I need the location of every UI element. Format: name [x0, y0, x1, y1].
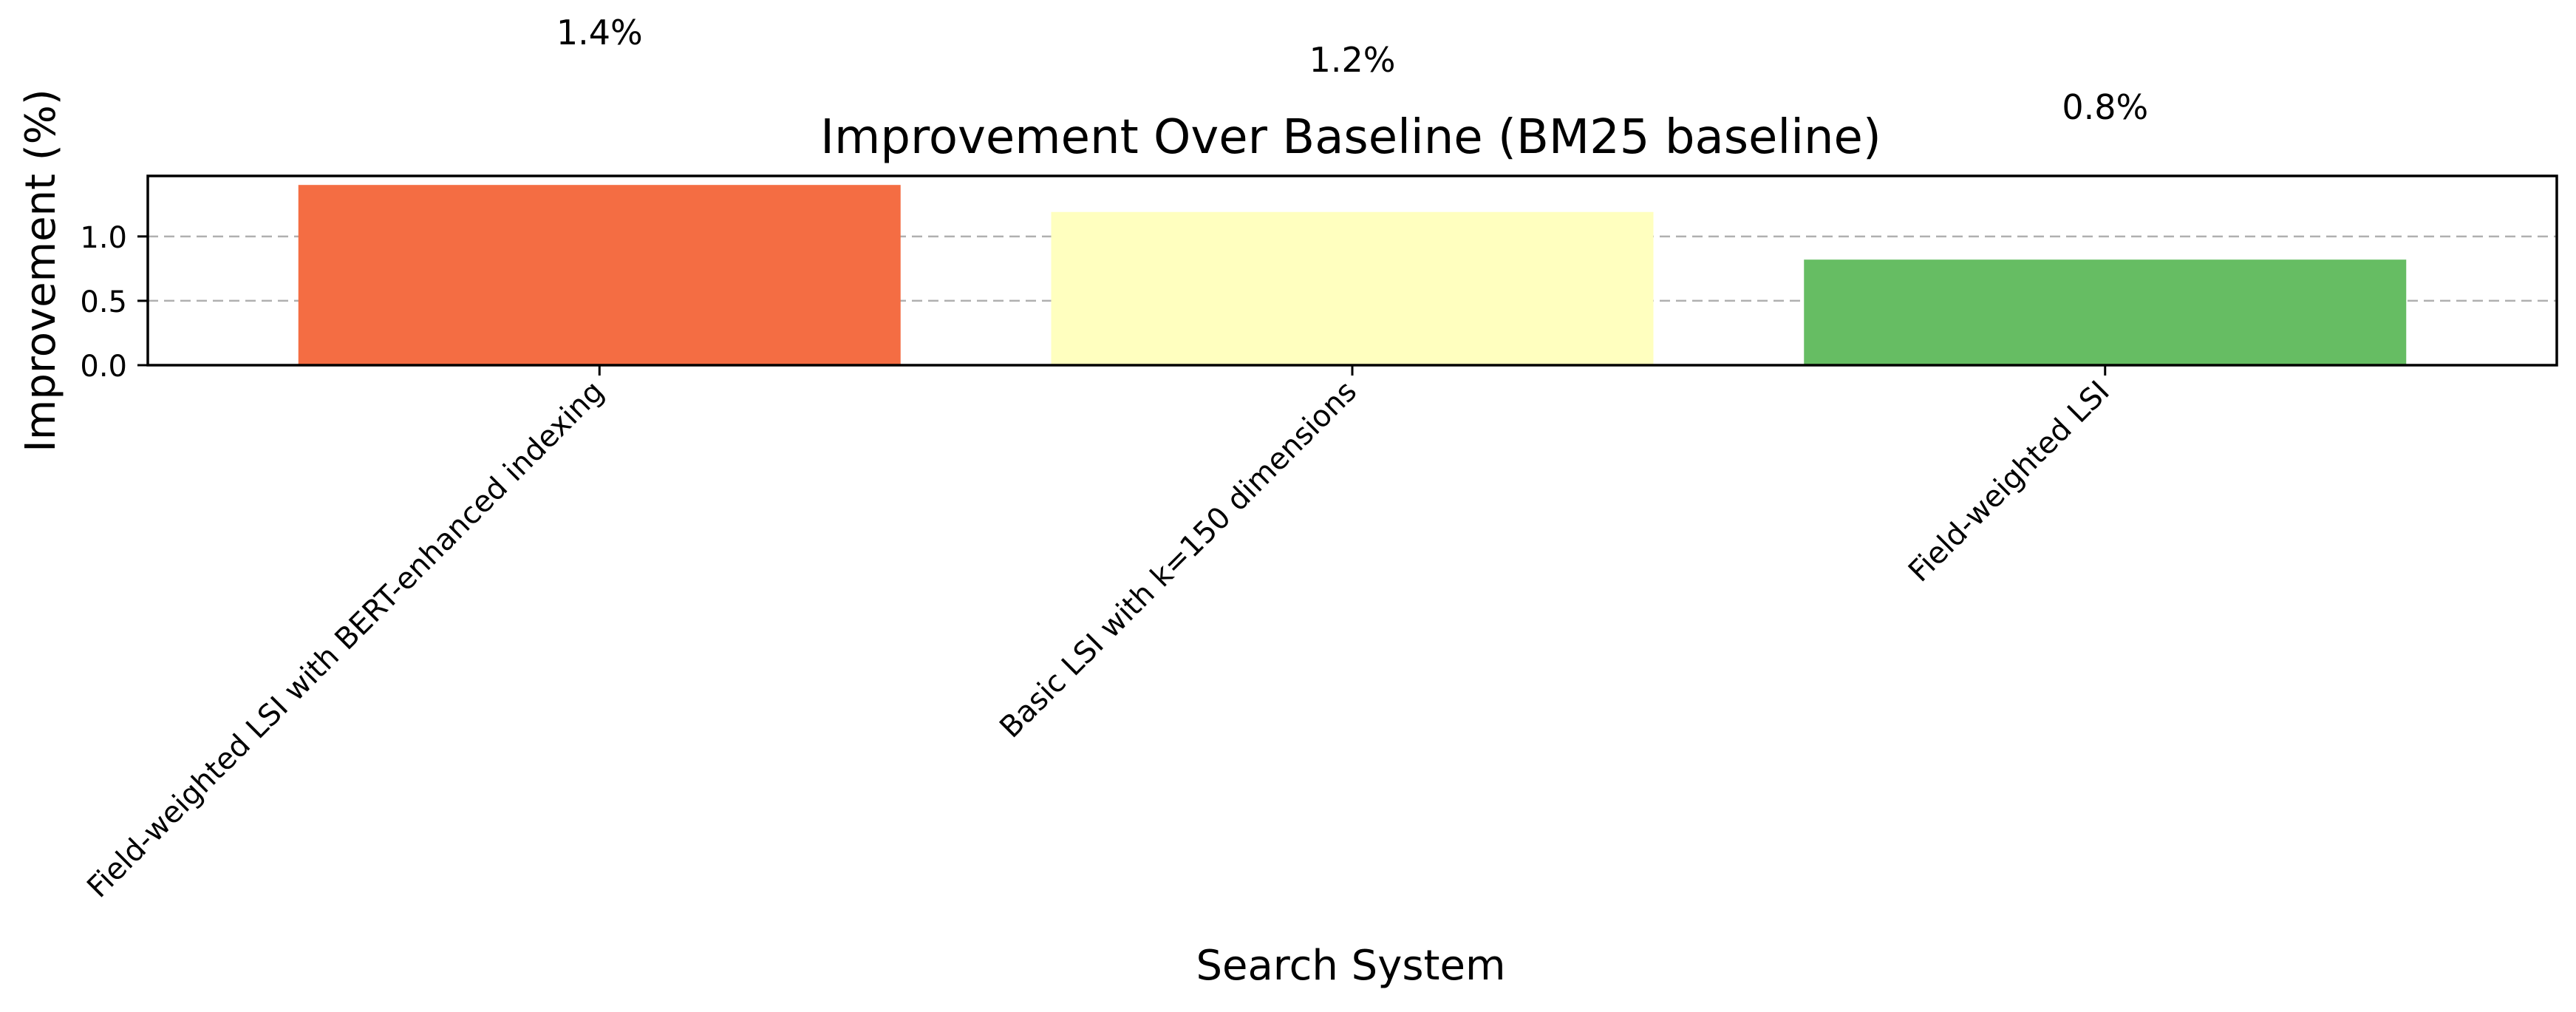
- y-axis-label: Improvement (%): [17, 89, 65, 452]
- data-label-3: 0.8%: [2062, 87, 2148, 127]
- y-tick-label-1: 0.5: [80, 285, 127, 319]
- bars: [298, 185, 2407, 365]
- bar-1: [298, 185, 901, 365]
- y-tick-label-0: 0.0: [80, 350, 127, 384]
- x-axis-label: Search System: [1196, 942, 1505, 990]
- bar-3: [1804, 259, 2407, 365]
- data-labels: 1.4% 1.2% 0.8%: [556, 13, 2148, 127]
- chart-title: Improvement Over Baseline (BM25 baseline…: [820, 110, 1881, 165]
- data-label-2: 1.2%: [1309, 40, 1396, 80]
- bar-2: [1051, 211, 1654, 365]
- y-tick-label-2: 1.0: [80, 221, 127, 255]
- y-axis-ticks: 0.0 0.5 1.0: [80, 221, 148, 384]
- data-label-1: 1.4%: [556, 13, 643, 52]
